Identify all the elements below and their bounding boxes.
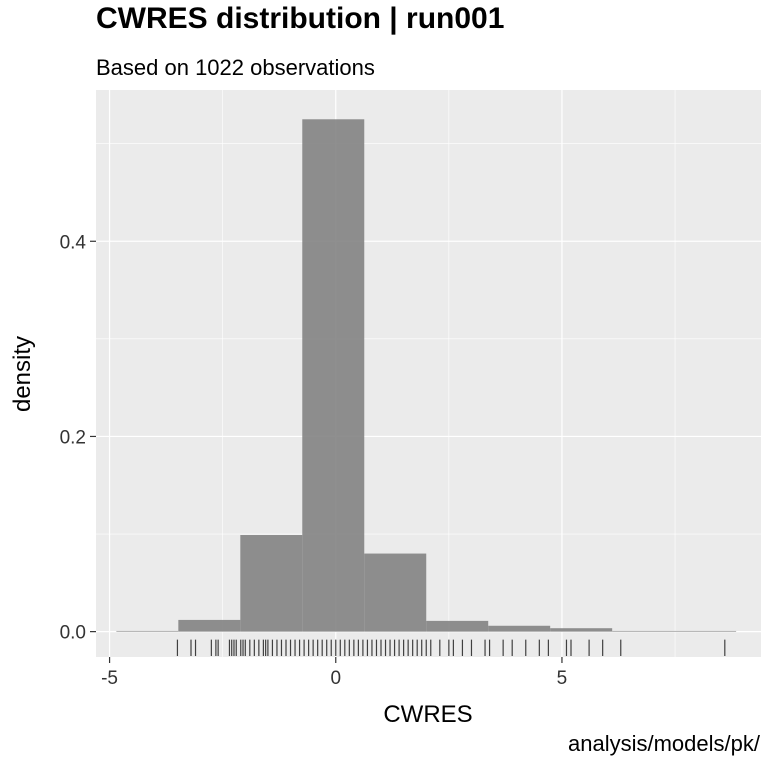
x-axis: -5 0 5 [101,657,567,689]
histogram-bar [488,625,551,632]
y-tick-label: 0.2 [60,427,86,448]
histogram-bar [426,620,489,632]
histogram-bar [116,630,179,632]
histogram-bar [302,119,365,632]
rug-marks [176,639,726,656]
histogram-bars [116,119,737,632]
y-axis-title: density [9,336,36,412]
x-tick-label: -5 [101,668,118,689]
y-tick-label: 0.0 [60,623,86,644]
grid-minor [96,90,761,657]
plot-panel [96,90,761,657]
histogram-bar [240,535,303,632]
y-axis: 0.0 0.2 0.4 [60,232,96,644]
chart-subtitle: Based on 1022 observations [96,55,375,80]
y-tick-label: 0.4 [60,232,87,253]
chart-title: CWRES distribution | run001 [96,2,505,35]
histogram-bar [550,628,613,632]
x-axis-title: CWRES [383,701,472,728]
histogram-bar [178,619,241,632]
histogram-bar [364,553,427,632]
histogram-bar [612,630,737,632]
chart-caption: analysis/models/pk/ [568,731,760,756]
x-tick-label: 0 [330,668,341,689]
x-tick-label: 5 [557,668,568,689]
